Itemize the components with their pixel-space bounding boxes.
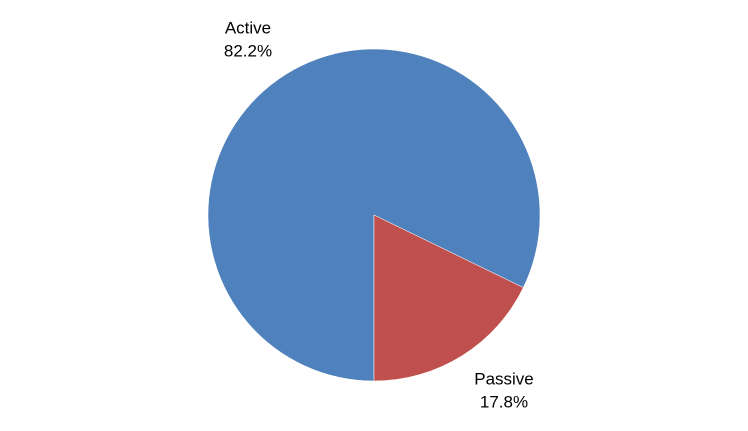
slice-label: Passive [474,369,534,388]
slice-label: Active [225,18,271,37]
slice-value-label: 17.8% [480,392,528,411]
slice-value-label: 82.2% [224,41,272,60]
pie-slice [373,214,524,382]
pie-slice [207,48,541,382]
